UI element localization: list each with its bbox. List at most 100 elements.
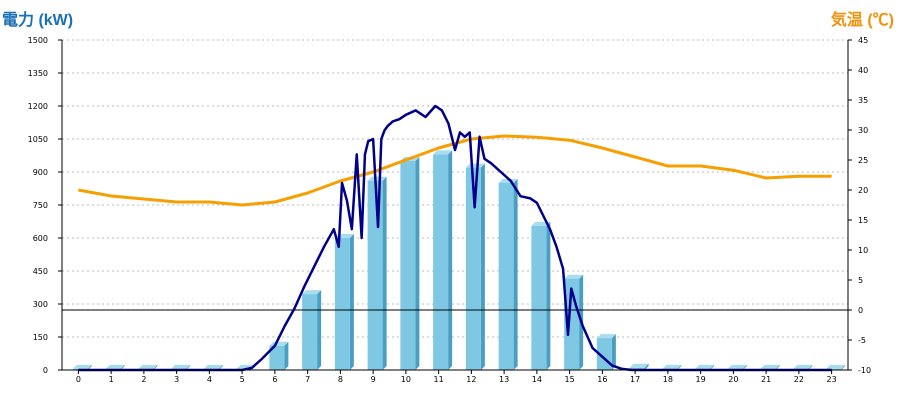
bar xyxy=(334,234,354,370)
bar-side xyxy=(87,364,92,370)
right-tick-label: 5 xyxy=(858,276,863,285)
left-tick-label: 900 xyxy=(33,168,48,177)
bar-side xyxy=(382,176,387,370)
bar-top xyxy=(826,364,846,369)
left-tick-label: 1050 xyxy=(28,135,48,144)
bar-face xyxy=(531,225,547,370)
bar-side xyxy=(218,364,223,370)
bar-top xyxy=(302,290,322,295)
x-tick-label: 8 xyxy=(338,375,343,384)
bar-face xyxy=(269,345,285,370)
bar-top xyxy=(727,364,747,369)
bar-top xyxy=(793,364,813,369)
bar-side xyxy=(120,364,125,370)
right-tick-label: -5 xyxy=(858,336,866,345)
bar-side xyxy=(644,363,649,370)
power-line xyxy=(78,104,832,372)
x-tick-label: 23 xyxy=(827,375,837,384)
left-axis-title: 電力 (kW) xyxy=(2,12,74,29)
right-tick-label: 35 xyxy=(858,96,868,105)
bar-top xyxy=(72,364,92,369)
right-tick-label: 30 xyxy=(858,126,868,135)
left-tick-label: 450 xyxy=(33,267,48,276)
temperature-line xyxy=(78,134,832,207)
right-tick-label: 10 xyxy=(858,246,868,255)
bar-top xyxy=(596,334,616,339)
bar-face xyxy=(334,238,350,370)
bar-side xyxy=(546,221,551,370)
x-tick-label: 15 xyxy=(565,375,575,384)
right-tick-label: 20 xyxy=(858,186,868,195)
bar-side xyxy=(841,364,846,370)
bar-top xyxy=(105,364,125,369)
right-axis-title: 気温 (℃) xyxy=(830,12,894,29)
bar-face xyxy=(498,183,514,370)
x-tick-label: 5 xyxy=(240,375,245,384)
x-tick-label: 13 xyxy=(499,375,509,384)
x-tick-label: 6 xyxy=(272,375,277,384)
x-tick-label: 2 xyxy=(141,375,146,384)
left-tick-label: 1350 xyxy=(28,69,48,78)
x-tick-label: 3 xyxy=(174,375,179,384)
bar-top xyxy=(662,364,682,369)
bar-face xyxy=(302,294,318,370)
right-tick-label: 15 xyxy=(858,216,868,225)
left-tick-label: 150 xyxy=(33,333,48,342)
bar-side xyxy=(513,179,518,370)
x-tick-label: 0 xyxy=(76,375,81,384)
bar-side xyxy=(317,290,322,370)
x-tick-label: 9 xyxy=(371,375,376,384)
right-tick-label: 40 xyxy=(858,66,868,75)
bar-top xyxy=(433,150,453,155)
bar-side xyxy=(611,334,616,370)
x-tick-label: 19 xyxy=(696,375,706,384)
bar xyxy=(400,157,420,370)
right-tick-label: -10 xyxy=(858,366,871,375)
bar-side xyxy=(480,163,485,370)
bar xyxy=(433,150,453,370)
x-tick-label: 10 xyxy=(401,375,411,384)
x-tick-label: 7 xyxy=(305,375,310,384)
left-tick-label: 600 xyxy=(33,234,48,243)
bar-top xyxy=(629,363,649,368)
bar-side xyxy=(284,341,289,370)
bar-top xyxy=(760,364,780,369)
left-tick-label: 750 xyxy=(33,201,48,210)
bar-face xyxy=(433,154,449,370)
bar-face xyxy=(826,368,842,370)
x-tick-label: 1 xyxy=(109,375,114,384)
bar-side xyxy=(808,364,813,370)
bar-side xyxy=(448,150,453,370)
bar-side xyxy=(710,364,715,370)
bar xyxy=(826,364,846,370)
x-tick-label: 20 xyxy=(728,375,738,384)
bar-face xyxy=(465,167,481,370)
x-tick-label: 4 xyxy=(207,375,212,384)
bar-side xyxy=(677,364,682,370)
x-tick-label: 12 xyxy=(466,375,476,384)
bar-top xyxy=(171,364,191,369)
x-tick-label: 18 xyxy=(663,375,673,384)
bar-side xyxy=(775,364,780,370)
left-tick-label: 0 xyxy=(43,366,48,375)
bar-face xyxy=(367,180,383,370)
right-tick-label: 25 xyxy=(858,156,868,165)
right-tick-label: 45 xyxy=(858,36,868,45)
left-tick-label: 1200 xyxy=(28,102,48,111)
right-tick-label: 0 xyxy=(858,306,863,315)
x-tick-label: 11 xyxy=(434,375,444,384)
bar-side xyxy=(186,364,191,370)
bar-top xyxy=(138,364,158,369)
x-tick-label: 17 xyxy=(630,375,640,384)
bar xyxy=(302,290,322,370)
bar-top xyxy=(564,274,584,279)
bar-side xyxy=(153,364,158,370)
bar xyxy=(465,163,485,370)
bar-top xyxy=(203,364,223,369)
bar-face xyxy=(400,161,416,370)
left-tick-label: 300 xyxy=(33,300,48,309)
x-tick-label: 14 xyxy=(532,375,542,384)
x-tick-label: 16 xyxy=(597,375,607,384)
